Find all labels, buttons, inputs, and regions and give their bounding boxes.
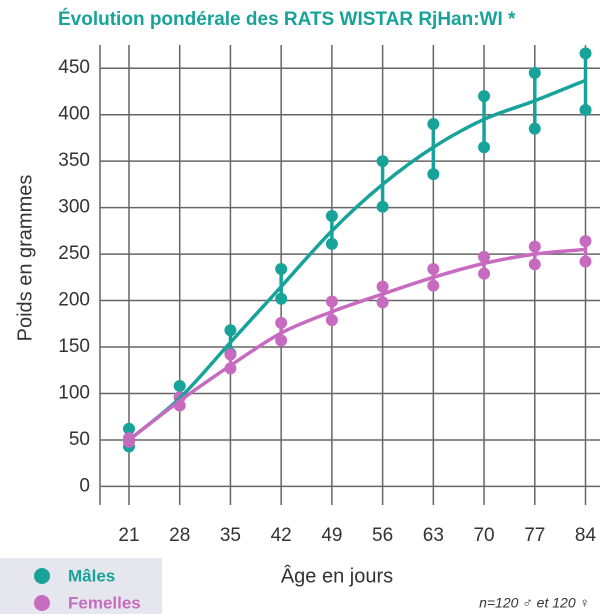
legend-label: Femelles — [68, 593, 141, 612]
x-tick-label: 77 — [524, 525, 545, 546]
min-dot — [528, 258, 541, 271]
max-dot — [579, 235, 592, 248]
y-tick-label: 450 — [58, 57, 90, 78]
max-dot — [325, 295, 338, 308]
y-tick-label: 250 — [58, 243, 90, 264]
min-dot — [478, 267, 491, 280]
y-tick-label: 400 — [58, 104, 90, 125]
min-dot — [478, 141, 491, 154]
y-tick-label: 50 — [69, 429, 90, 450]
min-dot — [275, 292, 288, 305]
legend-marker — [34, 568, 50, 584]
y-tick-label: 200 — [58, 290, 90, 311]
max-dot — [579, 47, 592, 60]
x-tick-label: 84 — [575, 525, 597, 546]
min-dot — [528, 122, 541, 135]
footnote: n=120 ♂ et 120 ♀ — [479, 595, 590, 611]
min-dot — [325, 237, 338, 250]
max-dot — [325, 209, 338, 222]
mean-curve — [127, 247, 586, 442]
max-dot — [376, 155, 389, 168]
y-tick-label: 150 — [58, 336, 90, 357]
legend-marker — [34, 595, 50, 611]
x-tick-label: 21 — [118, 525, 139, 546]
min-dot — [427, 168, 440, 181]
y-tick-label: 300 — [58, 197, 90, 218]
x-tick-label: 56 — [372, 525, 393, 546]
max-dot — [173, 380, 186, 393]
min-dot — [579, 104, 592, 117]
max-dot — [275, 262, 288, 275]
min-dot — [427, 279, 440, 292]
y-axis-label: Poids en grammes — [14, 175, 36, 342]
min-dot — [579, 255, 592, 268]
min-dot — [325, 314, 338, 327]
max-dot — [427, 117, 440, 130]
max-dot — [528, 66, 541, 79]
x-tick-label: 70 — [473, 525, 494, 546]
legend-label: Mâles — [68, 566, 115, 585]
max-dot — [427, 262, 440, 275]
min-dot — [376, 200, 389, 213]
x-axis-label: Âge en jours — [281, 564, 393, 587]
max-dot — [528, 240, 541, 253]
max-dot — [275, 316, 288, 329]
x-tick-label: 42 — [271, 525, 292, 546]
max-dot — [224, 324, 237, 337]
min-dot — [376, 296, 389, 309]
chart-title: Évolution pondérale des RATS WISTAR RjHa… — [58, 8, 516, 30]
max-dot — [478, 90, 491, 103]
x-tick-label: 49 — [321, 525, 342, 546]
legend-box — [0, 558, 162, 614]
y-tick-label: 0 — [79, 475, 90, 496]
max-dot — [478, 250, 491, 263]
mean-curve — [127, 78, 587, 442]
y-tick-label: 100 — [58, 383, 90, 404]
y-tick-label: 350 — [58, 150, 90, 171]
max-dot — [224, 348, 237, 361]
min-dot — [275, 334, 288, 347]
max-dot — [376, 280, 389, 293]
x-tick-label: 28 — [169, 525, 190, 546]
x-tick-label: 63 — [423, 525, 444, 546]
x-tick-label: 35 — [220, 525, 241, 546]
max-dot — [122, 422, 135, 435]
